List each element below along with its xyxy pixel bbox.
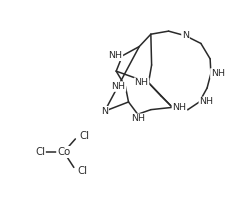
Text: Cl: Cl xyxy=(79,131,89,141)
Text: NH: NH xyxy=(135,78,148,87)
Text: NH: NH xyxy=(108,51,122,60)
Text: Cl: Cl xyxy=(35,147,45,157)
Text: Co: Co xyxy=(57,147,70,157)
Text: NH: NH xyxy=(172,103,186,112)
Text: NH: NH xyxy=(199,98,213,106)
Text: N: N xyxy=(182,31,189,40)
Text: Cl: Cl xyxy=(78,166,88,176)
Text: NH: NH xyxy=(211,69,225,78)
Text: NH: NH xyxy=(131,114,145,123)
Text: NH: NH xyxy=(111,82,125,91)
Text: N: N xyxy=(101,107,108,116)
